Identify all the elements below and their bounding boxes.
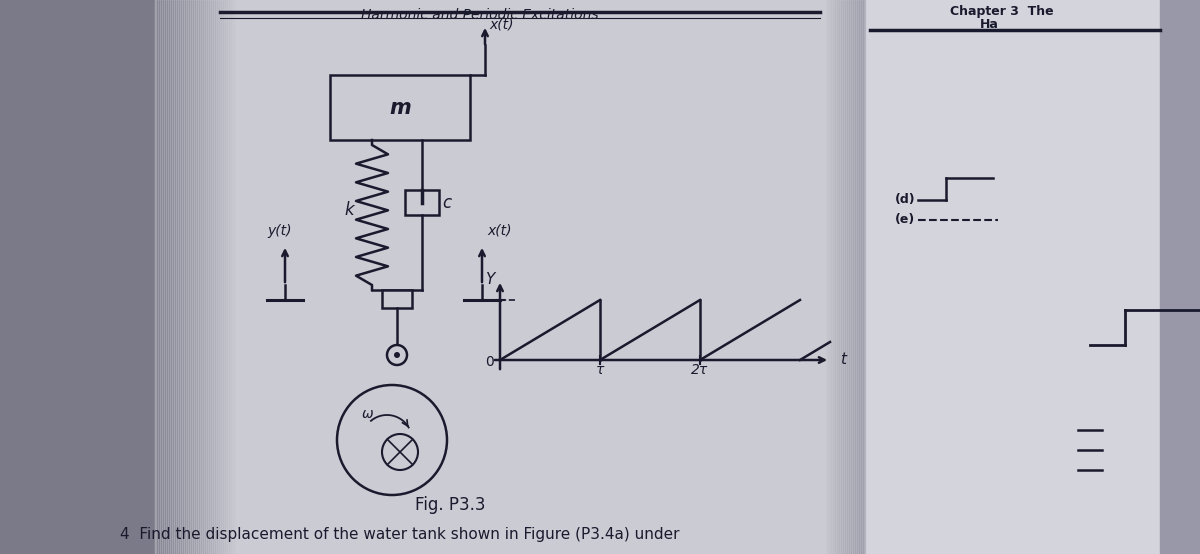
Bar bbox=[854, 0, 857, 554]
Bar bbox=[863, 0, 865, 554]
Bar bbox=[161, 0, 163, 554]
Bar bbox=[190, 0, 191, 554]
Text: m: m bbox=[389, 98, 410, 117]
Bar bbox=[214, 0, 215, 554]
Bar bbox=[226, 0, 227, 554]
Text: x(t): x(t) bbox=[490, 18, 514, 32]
Bar bbox=[194, 0, 197, 554]
Text: y(t): y(t) bbox=[268, 224, 293, 238]
Text: Harmonic and Periodic Excitations: Harmonic and Periodic Excitations bbox=[361, 8, 599, 22]
Bar bbox=[199, 0, 202, 554]
Bar bbox=[227, 0, 229, 554]
Bar bbox=[172, 0, 173, 554]
Text: τ: τ bbox=[596, 363, 604, 377]
Text: (e): (e) bbox=[895, 213, 916, 227]
Text: Fig. P3.3: Fig. P3.3 bbox=[415, 496, 485, 514]
Bar bbox=[835, 0, 838, 554]
Text: 4  Find the displacement of the water tank shown in Figure (P3.4a) under: 4 Find the displacement of the water tan… bbox=[120, 527, 679, 542]
Bar bbox=[0, 0, 155, 554]
Bar bbox=[857, 0, 859, 554]
Text: ω: ω bbox=[362, 407, 373, 421]
Text: Ha: Ha bbox=[980, 18, 998, 31]
Bar bbox=[826, 0, 827, 554]
Bar bbox=[862, 0, 863, 554]
Bar bbox=[209, 0, 211, 554]
Bar bbox=[220, 0, 221, 554]
Bar bbox=[230, 0, 233, 554]
Text: c: c bbox=[442, 193, 451, 212]
Bar bbox=[203, 0, 205, 554]
Bar bbox=[217, 0, 220, 554]
Bar bbox=[829, 0, 830, 554]
Bar bbox=[845, 0, 847, 554]
Bar bbox=[382, 290, 412, 308]
Text: t: t bbox=[840, 352, 846, 367]
Bar bbox=[202, 0, 203, 554]
Bar bbox=[155, 0, 157, 554]
Bar bbox=[842, 0, 845, 554]
Bar bbox=[833, 0, 835, 554]
Circle shape bbox=[337, 385, 446, 495]
Bar bbox=[211, 0, 214, 554]
Bar bbox=[406, 190, 439, 215]
Bar bbox=[187, 0, 190, 554]
Bar bbox=[330, 75, 470, 140]
Bar bbox=[859, 0, 862, 554]
Text: Y: Y bbox=[485, 273, 494, 288]
Bar bbox=[208, 0, 209, 554]
Bar bbox=[221, 0, 223, 554]
Bar bbox=[215, 0, 217, 554]
Bar bbox=[163, 0, 166, 554]
Bar bbox=[185, 0, 187, 554]
Bar bbox=[827, 0, 829, 554]
Text: 0: 0 bbox=[485, 355, 494, 369]
Bar bbox=[205, 0, 208, 554]
Bar bbox=[223, 0, 226, 554]
Bar bbox=[193, 0, 194, 554]
Text: k: k bbox=[344, 201, 354, 219]
Bar bbox=[169, 0, 172, 554]
Bar bbox=[155, 0, 826, 554]
Bar bbox=[181, 0, 182, 554]
Bar bbox=[178, 0, 179, 554]
Bar bbox=[839, 0, 841, 554]
Circle shape bbox=[386, 345, 407, 365]
Text: (d): (d) bbox=[894, 193, 916, 207]
Text: x(t): x(t) bbox=[487, 224, 511, 238]
Circle shape bbox=[394, 352, 400, 358]
Bar bbox=[191, 0, 193, 554]
Bar bbox=[197, 0, 199, 554]
Bar bbox=[853, 0, 854, 554]
Bar bbox=[233, 0, 235, 554]
Bar bbox=[173, 0, 175, 554]
Bar bbox=[182, 0, 185, 554]
Bar bbox=[847, 0, 850, 554]
Bar bbox=[175, 0, 178, 554]
Text: 2τ: 2τ bbox=[691, 363, 709, 377]
Bar bbox=[1160, 0, 1200, 554]
Bar bbox=[166, 0, 167, 554]
Bar bbox=[850, 0, 851, 554]
Bar bbox=[157, 0, 158, 554]
Bar bbox=[865, 0, 1200, 554]
Bar bbox=[841, 0, 842, 554]
Bar bbox=[179, 0, 181, 554]
Bar bbox=[838, 0, 839, 554]
Text: Chapter 3  The: Chapter 3 The bbox=[950, 5, 1054, 18]
Circle shape bbox=[382, 434, 418, 470]
Bar bbox=[851, 0, 853, 554]
Bar bbox=[158, 0, 161, 554]
Bar bbox=[830, 0, 833, 554]
Bar bbox=[167, 0, 169, 554]
Bar bbox=[229, 0, 230, 554]
